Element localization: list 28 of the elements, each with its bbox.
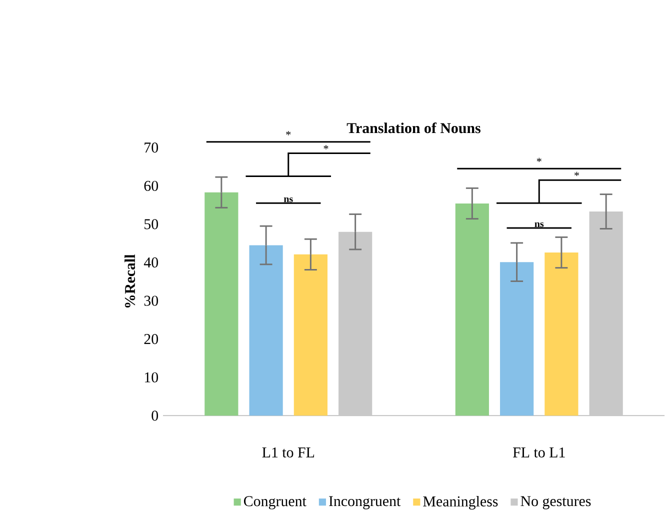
bar (455, 203, 489, 416)
bar (544, 252, 578, 416)
y-tick-label: 30 (144, 296, 158, 306)
bar (294, 254, 328, 416)
y-axis-title: %Recall (124, 254, 136, 308)
x-tick-label: FL to L1 (512, 447, 565, 458)
annotation: ns (534, 222, 544, 228)
legend-label: Incongruent (329, 496, 401, 510)
legend-label: Meaningless (423, 496, 498, 510)
y-tick-label: 60 (144, 180, 158, 191)
annotation: * (324, 145, 328, 150)
bar (204, 192, 238, 416)
x-tick-label: L1 to FL (262, 447, 314, 458)
y-tick-label: 70 (144, 142, 158, 153)
bar (500, 262, 534, 416)
y-tick-label: 0 (152, 410, 158, 421)
text: * (286, 130, 291, 136)
y-tick-label: 10 (144, 372, 158, 382)
annotation: ns (284, 197, 293, 202)
chart-title: Translation of Nouns (346, 122, 480, 134)
legend-label: Congruent (244, 496, 306, 510)
y-tick-label: 40 (144, 257, 158, 268)
legend-label: No gestures (520, 496, 591, 510)
annotation: * (536, 158, 542, 162)
annotation: * (574, 172, 580, 176)
bar (249, 245, 283, 416)
y-tick-label: 50 (144, 219, 158, 230)
y-tick-label: 20 (144, 334, 158, 344)
